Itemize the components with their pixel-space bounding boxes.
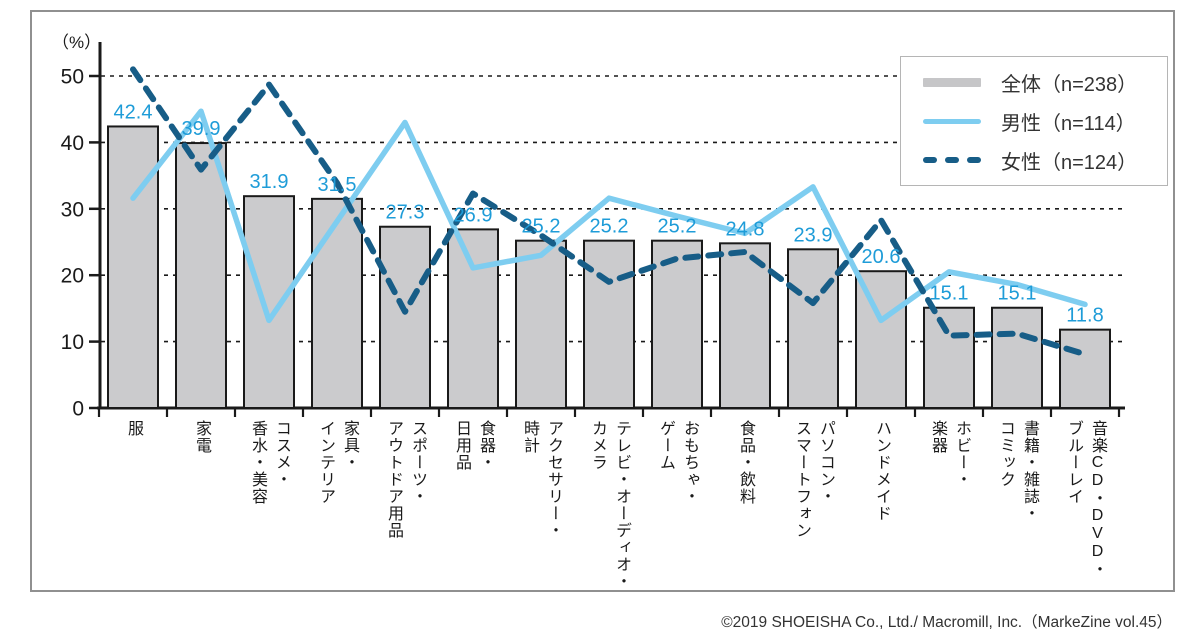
legend: 全体（n=238） 男性（n=114） 女性（n=124） <box>900 56 1168 186</box>
bar-value-label: 23.9 <box>794 224 833 246</box>
x-axis-label: パソコン・ スマートフォン <box>793 420 834 539</box>
y-tick-label: 20 <box>61 265 84 288</box>
male-line-swatch-icon <box>923 118 985 124</box>
bar-value-label: 26.9 <box>454 204 493 226</box>
female-line <box>130 66 1088 358</box>
x-axis-label: おもちゃ・ ゲーム <box>657 420 698 505</box>
male-line <box>130 108 1088 324</box>
legend-item-female: 女性（n=124） <box>923 145 1167 175</box>
bar <box>719 242 771 409</box>
total-bar-swatch-icon <box>923 77 985 87</box>
bar <box>379 225 431 409</box>
x-axis-label: 食器・ 日用品 <box>453 420 494 471</box>
x-axis-label: ハンドメイド <box>873 420 890 522</box>
x-axis-label: 服 <box>125 420 142 437</box>
x-axis-label: 家具・ インテリア <box>317 420 358 505</box>
bar-value-label: 24.8 <box>726 218 765 240</box>
y-axis-unit-label: （%） <box>52 33 102 52</box>
y-tick-label: 0 <box>72 398 84 421</box>
bar <box>107 125 159 410</box>
bar <box>991 306 1043 409</box>
legend-label: 女性（n=124） <box>1001 151 1138 174</box>
bar <box>175 142 227 409</box>
x-axis-label: スポーツ・ アウトドア用品 <box>385 420 426 539</box>
bar-value-label: 15.1 <box>998 283 1037 305</box>
bar-value-label: 20.6 <box>862 246 901 268</box>
bar <box>1059 328 1111 410</box>
bar <box>787 248 839 409</box>
legend-item-total: 全体（n=238） <box>923 67 1167 97</box>
bar <box>923 306 975 409</box>
y-tick-label: 50 <box>61 66 84 89</box>
bar-value-label: 11.8 <box>1066 305 1103 327</box>
x-axis-label: アクセサリー・ 時計 <box>521 420 562 539</box>
x-axis-label: ホビー・ 楽器 <box>929 420 970 488</box>
copyright-credit: ©2019 SHOEISHA Co., Ltd./ Macromill, Inc… <box>721 614 1172 631</box>
x-axis-label: テレビ・オーディオ・ カメラ <box>589 420 630 590</box>
bar-value-label: 27.3 <box>386 202 425 224</box>
y-tick-label: 40 <box>61 132 84 155</box>
legend-item-male: 男性（n=114） <box>923 106 1167 136</box>
x-axis-label: 書籍・雑誌・ コミック <box>997 420 1038 522</box>
bar-value-label: 31.5 <box>318 174 357 196</box>
bar <box>651 239 703 409</box>
x-axis-label: 音楽CD・DVD・ ブルーレイ <box>1065 420 1106 578</box>
bar <box>855 270 907 409</box>
bar-value-label: 31.9 <box>250 171 289 193</box>
bar <box>447 228 499 409</box>
bar <box>515 239 567 409</box>
x-axis-label: 家電 <box>193 420 210 454</box>
bar-value-label: 15.1 <box>930 283 969 305</box>
y-tick-label: 30 <box>61 198 84 221</box>
x-axis-label: コスメ・ 香水・美容 <box>249 420 290 505</box>
bar-value-label: 25.2 <box>590 216 629 238</box>
bar-value-label: 25.2 <box>522 216 561 238</box>
bar-value-label: 25.2 <box>658 216 697 238</box>
y-tick-label: 10 <box>61 331 84 354</box>
legend-label: 全体（n=238） <box>1001 73 1138 96</box>
x-axis-labels: 服 家電 コスメ・ 香水・美容 家具・ インテリア スポーツ・ アウトドア用品 食器・ 日… <box>0 416 1200 594</box>
bar <box>311 197 363 409</box>
x-axis-label: 食品・飲料 <box>737 420 754 505</box>
bar-value-label: 42.4 <box>114 101 153 123</box>
bar <box>243 195 295 409</box>
legend-label: 男性（n=114） <box>1001 112 1136 135</box>
bar <box>583 239 635 409</box>
female-dash-swatch-icon <box>923 157 985 163</box>
bar-value-label: 39.9 <box>182 118 221 140</box>
